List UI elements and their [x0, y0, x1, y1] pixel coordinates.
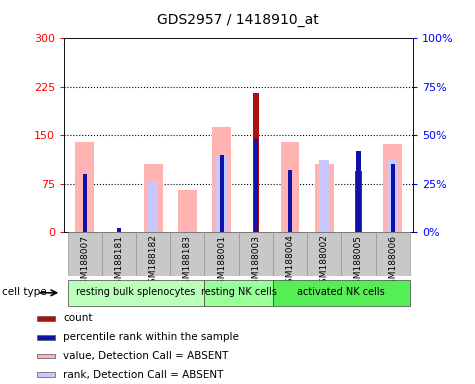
FancyBboxPatch shape: [376, 232, 410, 276]
Text: value, Detection Call = ABSENT: value, Detection Call = ABSENT: [64, 351, 229, 361]
Text: rank, Detection Call = ABSENT: rank, Detection Call = ABSENT: [64, 370, 224, 380]
FancyBboxPatch shape: [239, 232, 273, 276]
Bar: [37, 354, 55, 358]
Text: GDS2957 / 1418910_at: GDS2957 / 1418910_at: [157, 13, 318, 27]
Bar: [148, 182, 158, 232]
Bar: [219, 155, 224, 232]
Text: GSM188183: GSM188183: [183, 235, 192, 290]
Bar: [288, 170, 292, 232]
Bar: [355, 171, 361, 232]
Bar: [253, 93, 259, 232]
Bar: [144, 164, 162, 232]
Bar: [390, 164, 395, 232]
Bar: [217, 156, 227, 232]
Text: resting NK cells: resting NK cells: [201, 287, 276, 297]
Bar: [212, 127, 231, 232]
Bar: [383, 144, 402, 232]
Text: GSM188001: GSM188001: [217, 235, 226, 290]
Bar: [281, 142, 299, 232]
Text: GSM188006: GSM188006: [388, 235, 397, 290]
FancyBboxPatch shape: [342, 232, 376, 276]
FancyBboxPatch shape: [67, 232, 102, 276]
FancyBboxPatch shape: [204, 280, 273, 306]
FancyBboxPatch shape: [67, 280, 204, 306]
FancyBboxPatch shape: [136, 232, 170, 276]
Text: GSM188181: GSM188181: [114, 235, 124, 290]
Text: GSM188004: GSM188004: [285, 235, 294, 290]
FancyBboxPatch shape: [273, 280, 410, 306]
Bar: [319, 160, 330, 232]
Text: GSM188007: GSM188007: [80, 235, 89, 290]
Bar: [37, 335, 55, 339]
Bar: [254, 139, 258, 232]
Bar: [75, 142, 94, 232]
FancyBboxPatch shape: [170, 232, 204, 276]
Text: GSM188003: GSM188003: [251, 235, 260, 290]
Text: count: count: [64, 313, 93, 323]
Text: GSM188005: GSM188005: [354, 235, 363, 290]
Text: GSM188182: GSM188182: [149, 235, 158, 290]
Text: resting bulk splenocytes: resting bulk splenocytes: [76, 287, 196, 297]
Bar: [117, 228, 121, 232]
FancyBboxPatch shape: [273, 232, 307, 276]
Bar: [37, 316, 55, 321]
Bar: [315, 164, 333, 232]
Text: activated NK cells: activated NK cells: [297, 287, 385, 297]
Bar: [178, 190, 197, 232]
Bar: [37, 372, 55, 377]
Text: cell type: cell type: [2, 287, 47, 297]
FancyBboxPatch shape: [307, 232, 342, 276]
Text: percentile rank within the sample: percentile rank within the sample: [64, 332, 239, 342]
FancyBboxPatch shape: [204, 232, 239, 276]
Bar: [356, 151, 361, 232]
Text: GSM188002: GSM188002: [320, 235, 329, 290]
Bar: [83, 174, 87, 232]
Bar: [388, 160, 398, 232]
FancyBboxPatch shape: [102, 232, 136, 276]
